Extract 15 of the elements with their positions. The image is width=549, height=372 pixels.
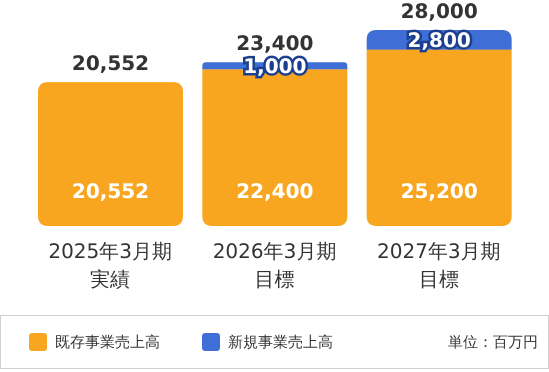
x-tick-label: 2025年3月期実績 bbox=[48, 239, 172, 291]
total-label: 23,400 bbox=[236, 31, 314, 56]
bar bbox=[38, 82, 183, 226]
data-label: 2,800 bbox=[408, 28, 471, 52]
total-label: 28,000 bbox=[400, 0, 478, 23]
x-tick-label: 2027年3月期目標 bbox=[377, 239, 501, 291]
bar bbox=[366, 50, 512, 226]
x-tick-label: 2026年3月期目標 bbox=[212, 239, 336, 291]
text: 単位：百万円 bbox=[448, 332, 538, 350]
legend-label: 既存事業売上高 bbox=[55, 332, 160, 352]
data-label: 20,552 bbox=[72, 179, 150, 203]
data-label: 22,400 bbox=[236, 179, 314, 203]
data-label: 25,200 bbox=[400, 179, 478, 203]
total-label: 20,552 bbox=[72, 51, 150, 76]
legend-label: 新規事業売上高 bbox=[228, 332, 333, 352]
